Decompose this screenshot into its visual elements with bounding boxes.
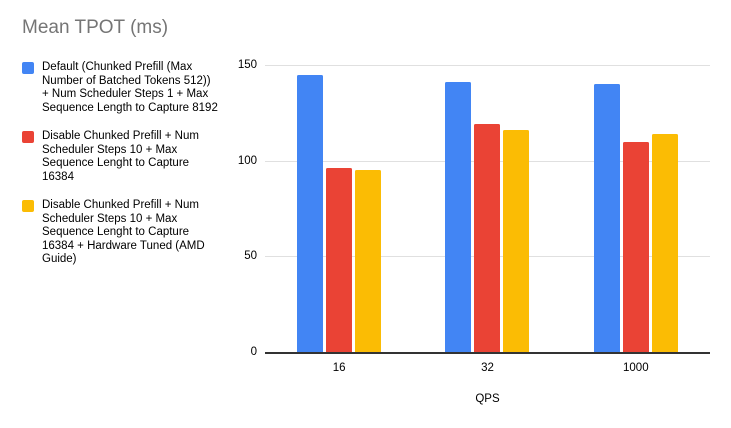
legend: Default (Chunked Prefill (Max Number of …	[22, 61, 232, 282]
bar	[622, 141, 649, 352]
chart-title: Mean TPOT (ms)	[22, 17, 169, 38]
bar-groups: 16 32 1000	[265, 65, 710, 374]
legend-label: Disable Chunked Prefill + Num Scheduler …	[42, 199, 205, 265]
legend-item: Disable Chunked Prefill + Num Scheduler …	[22, 130, 232, 184]
y-tick-label: 100	[237, 154, 257, 167]
gridline	[265, 65, 710, 66]
x-axis-title: QPS	[475, 393, 500, 405]
category-label: 32	[481, 362, 494, 374]
legend-swatch-icon	[22, 62, 34, 74]
legend-item: Default (Chunked Prefill (Max Number of …	[22, 61, 232, 115]
bar-group-1000: 1000	[562, 65, 710, 374]
legend-label: Default (Chunked Prefill (Max Number of …	[42, 61, 218, 114]
legend-swatch-icon	[22, 200, 34, 212]
category-label: 16	[332, 362, 346, 374]
category-label: 1000	[623, 362, 649, 374]
bar	[651, 133, 678, 352]
bar	[593, 84, 620, 352]
bar-group-32: 32	[413, 65, 561, 374]
bar	[326, 168, 353, 352]
bar	[297, 74, 324, 352]
y-tick-label: 50	[244, 250, 257, 263]
bar	[445, 82, 472, 352]
bar	[355, 170, 382, 352]
y-tick-label: 150	[237, 59, 257, 71]
bar	[503, 130, 530, 352]
legend-label: Disable Chunked Prefill + Num Scheduler …	[42, 130, 199, 183]
plot-area: 0 50 100 150 16 32 1000 QPS	[238, 59, 710, 405]
legend-item: Disable Chunked Prefill + Num Scheduler …	[22, 199, 232, 267]
y-tick-label: 0	[250, 346, 257, 358]
bar-group-16: 16	[265, 65, 413, 374]
legend-swatch-icon	[22, 131, 34, 143]
bar	[474, 124, 501, 352]
